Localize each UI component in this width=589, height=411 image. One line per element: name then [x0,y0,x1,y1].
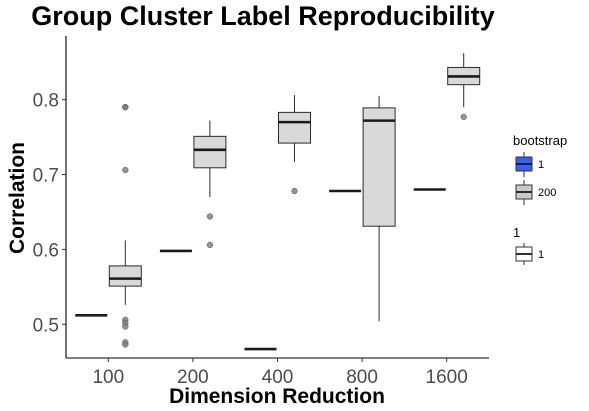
y-tick-label: 0.8 [33,91,59,112]
box-iqr [193,135,227,169]
x-axis-title: Dimension Reduction [169,385,385,408]
outlier-point [122,323,129,330]
y-axis-title: Correlation [6,142,29,254]
outlier-point [206,213,214,220]
x-tick-label: 400 [262,367,294,388]
plot-area: 0.5 0.6 0.7 0.8 100 200 400 800 1600 [33,36,489,388]
outlier-point [460,113,467,121]
box-iqr [362,107,396,227]
x-tick-label: 1600 [426,367,468,388]
outlier-point [206,241,214,249]
chart-title: Group Cluster Label Reproducibility [31,1,495,31]
y-tick-label: 0.6 [33,240,59,261]
outlier-point [122,341,129,348]
x-tick-label: 200 [177,367,209,388]
x-tick-label: 800 [346,367,378,388]
box-iqr [278,111,311,144]
outlier-point [122,166,129,174]
box-iqr [108,265,142,287]
legend-bootstrap-title: bootstrap [513,133,567,148]
y-tick-label: 0.5 [33,315,59,336]
x-tick-label: 100 [92,367,124,388]
outlier-point [291,187,298,195]
outlier-point [122,103,129,111]
legend-label: 1 [538,159,544,171]
y-tick-label: 0.7 [33,166,59,187]
legend-1-title: 1 [513,225,520,240]
legend-bootstrap: bootstrap 1 200 [513,133,567,205]
legend-label: 200 [538,187,556,199]
legend-1: 1 1 [513,225,544,265]
legend-label: 1 [538,249,544,261]
